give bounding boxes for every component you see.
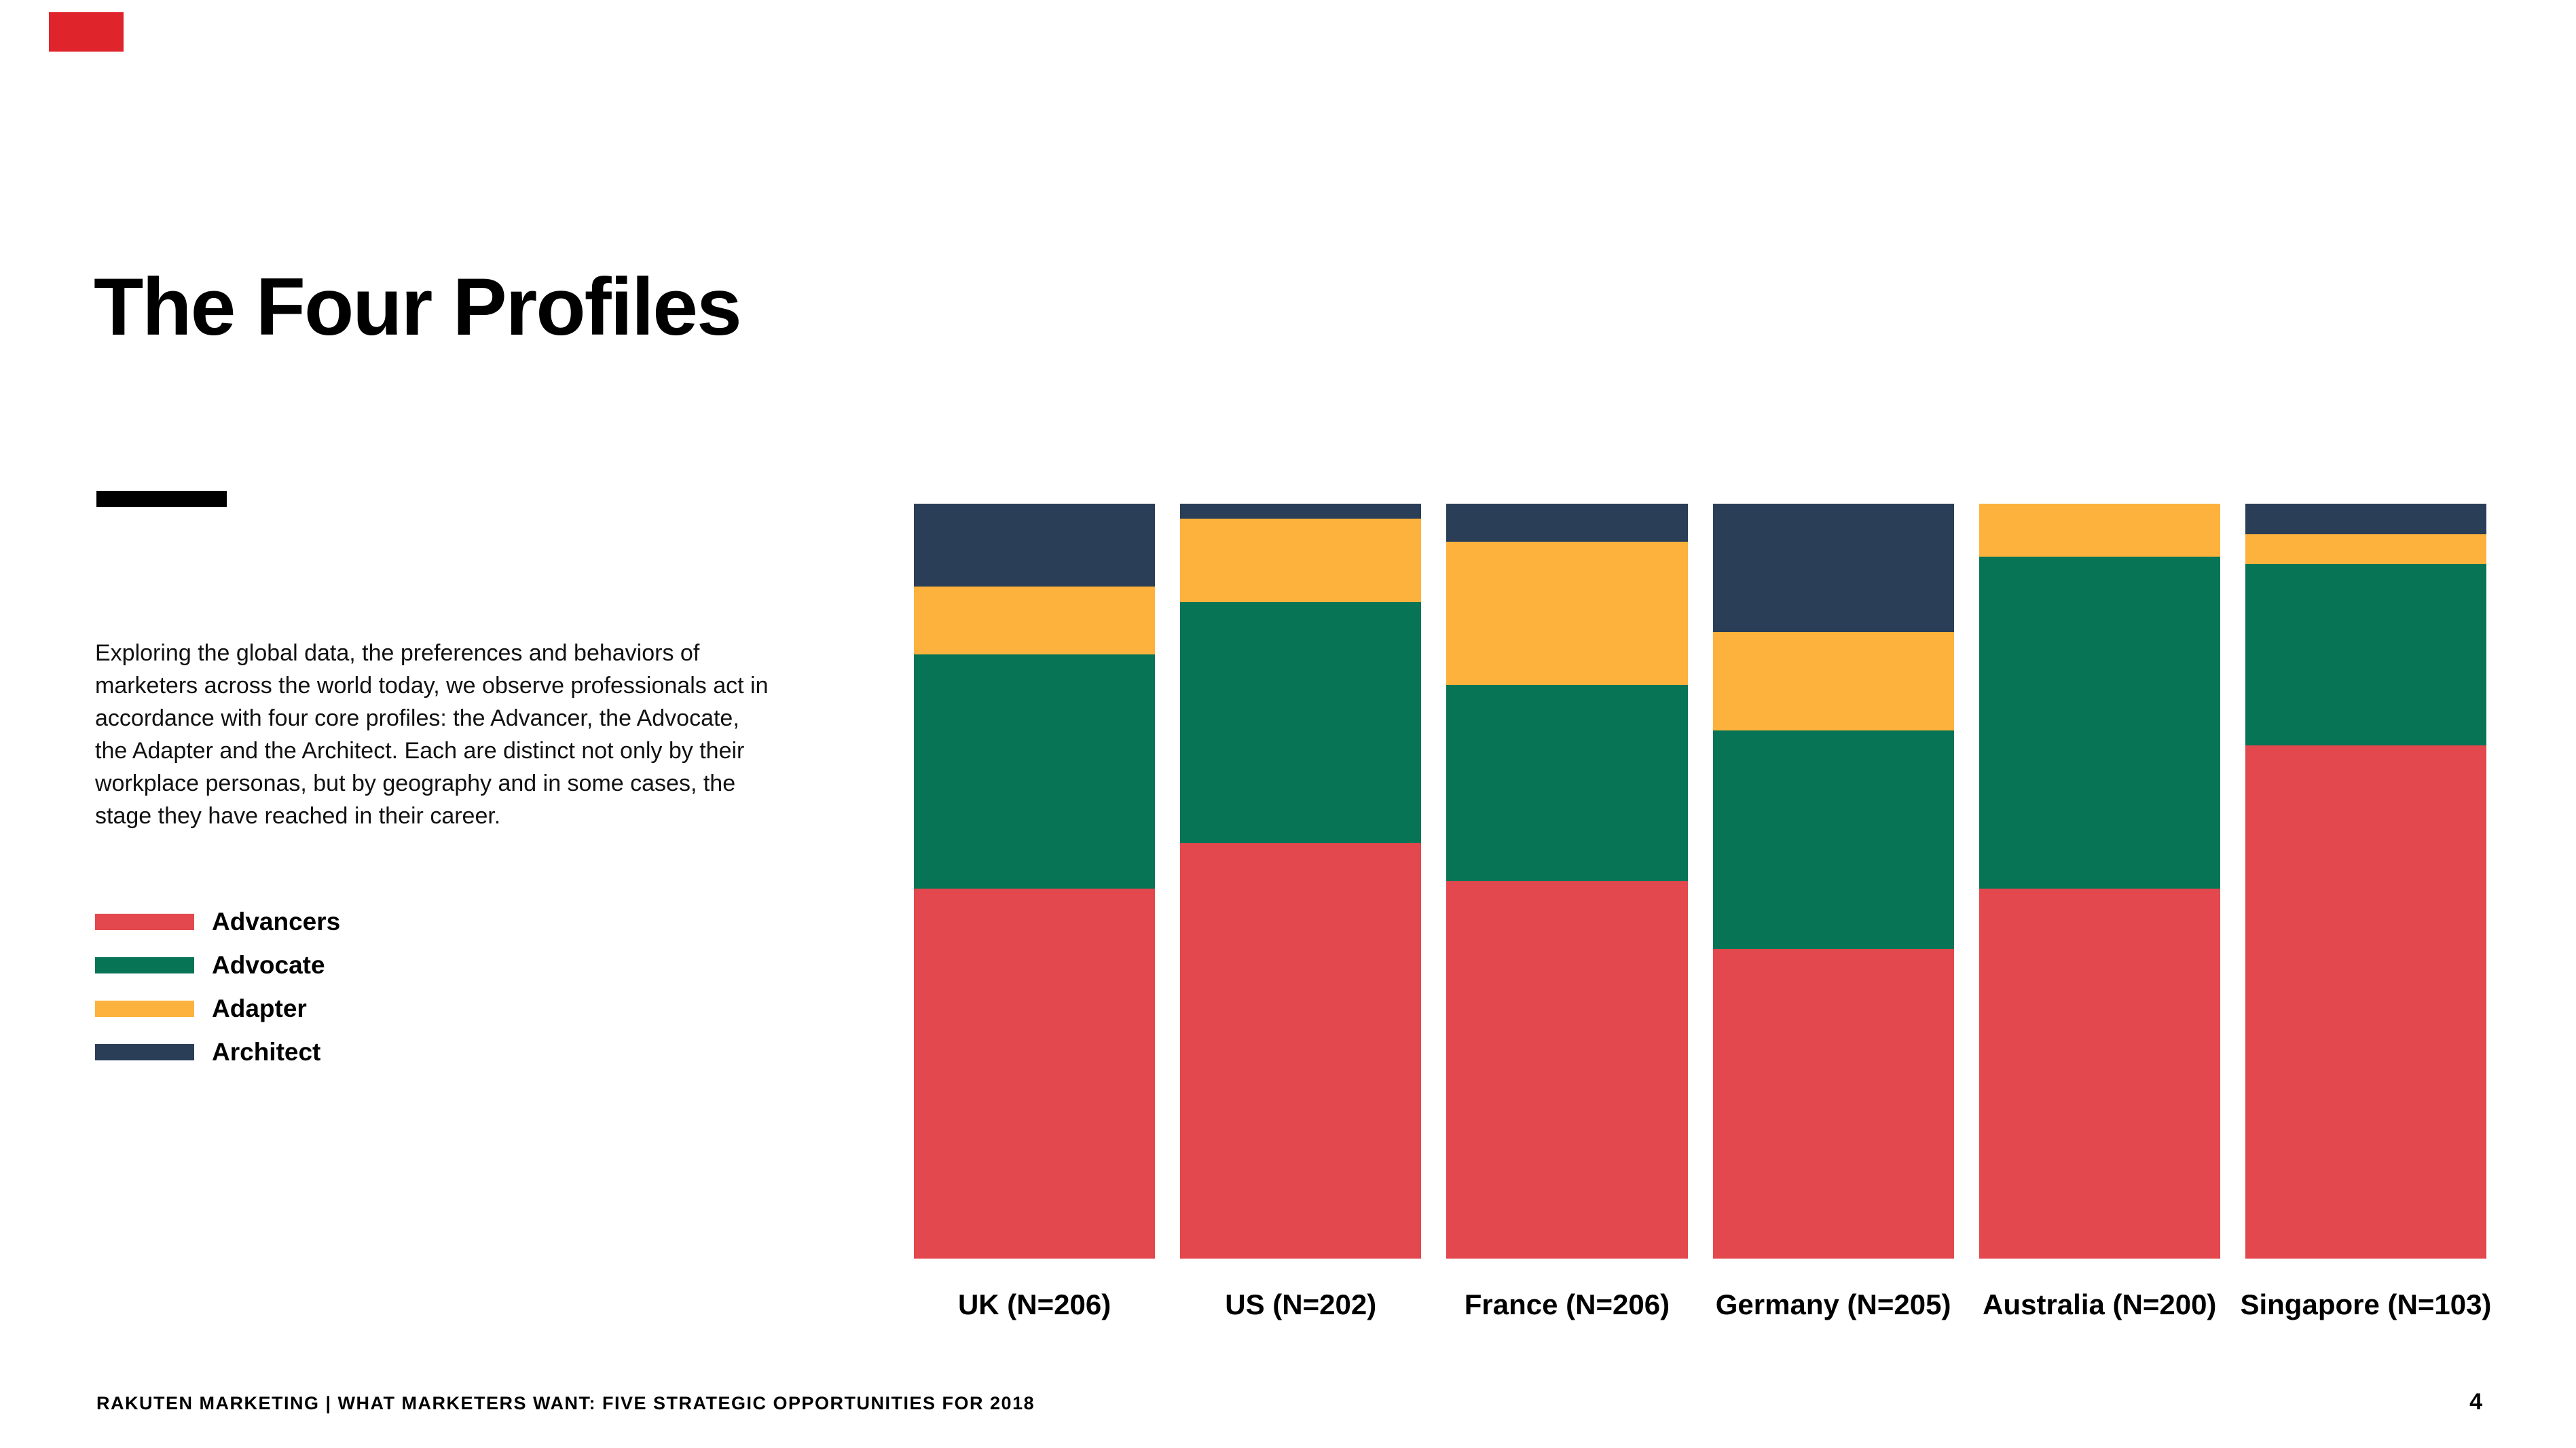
bar-category-label: Singapore (N=103) xyxy=(2240,1288,2492,1320)
bar-segment-adapter xyxy=(1446,541,1688,685)
bar-segment-advocate xyxy=(1712,730,1954,950)
bar-segment-advancers xyxy=(2245,745,2487,1259)
legend-label: Advancers xyxy=(212,908,341,935)
bar-column: US (N=202) xyxy=(1180,504,1422,1386)
bar-segment-architect xyxy=(1180,504,1422,519)
legend-swatch-icon xyxy=(95,1044,194,1060)
bar-category-label: Australia (N=200) xyxy=(1983,1288,2217,1320)
bar-column: Germany (N=205) xyxy=(1712,504,1954,1386)
bar-segment-adapter xyxy=(2245,534,2487,564)
brand-logo-mark xyxy=(49,12,124,52)
bar-category-label: France (N=206) xyxy=(1464,1288,1670,1320)
legend-item-architect: Architect xyxy=(95,1038,340,1066)
bar-segment-adapter xyxy=(914,587,1156,655)
bar-stack xyxy=(914,504,1156,1259)
bar-segment-advocate xyxy=(1979,556,2220,889)
bar-segment-advancers xyxy=(1446,881,1688,1259)
bar-stack xyxy=(1712,504,1954,1259)
legend-item-advocate: Advocate xyxy=(95,951,340,979)
bar-segment-architect xyxy=(2245,504,2487,534)
bar-segment-advocate xyxy=(914,654,1156,889)
bar-segment-architect xyxy=(1712,504,1954,633)
footer-text: RAKUTEN MARKETING | WHAT MARKETERS WANT:… xyxy=(96,1393,1035,1413)
legend-label: Adapter xyxy=(212,995,307,1022)
stacked-bar-chart: UK (N=206) US (N=202) France (N=206) German… xyxy=(914,504,2491,1386)
bar-category-label: UK (N=206) xyxy=(957,1288,1111,1320)
legend-swatch-icon xyxy=(95,957,194,973)
bar-stack xyxy=(1446,504,1688,1259)
bar-column: Australia (N=200) xyxy=(1979,504,2220,1386)
bar-segment-advancers xyxy=(914,889,1156,1259)
bar-segment-architect xyxy=(914,504,1156,587)
legend-swatch-icon xyxy=(95,1001,194,1017)
bar-segment-architect xyxy=(1446,504,1688,542)
legend-label: Advocate xyxy=(212,951,325,979)
bar-segment-advocate xyxy=(2245,563,2487,745)
bar-stack xyxy=(1979,504,2220,1259)
bar-segment-advocate xyxy=(1446,684,1688,881)
legend-item-adapter: Adapter xyxy=(95,995,340,1022)
bar-segment-adapter xyxy=(1979,504,2220,557)
bar-category-label: US (N=202) xyxy=(1225,1288,1377,1320)
bar-stack xyxy=(1180,504,1422,1259)
body-paragraph: Exploring the global data, the preferenc… xyxy=(95,640,769,829)
bar-column: Singapore (N=103) xyxy=(2240,504,2491,1386)
bar-segment-advocate xyxy=(1180,601,1422,844)
bar-column: UK (N=206) xyxy=(914,504,1156,1386)
legend-item-advancers: Advancers xyxy=(95,908,341,935)
legend-label: Architect xyxy=(212,1038,321,1066)
legend-swatch-icon xyxy=(95,914,194,930)
chart-legend: Advancers Advocate Adapter Architect xyxy=(95,908,341,1066)
title-divider xyxy=(96,491,227,507)
bar-segment-adapter xyxy=(1712,632,1954,730)
bar-segment-advancers xyxy=(1180,843,1422,1259)
bar-stack xyxy=(2245,504,2487,1259)
bar-segment-advancers xyxy=(1979,889,2220,1259)
bar-segment-adapter xyxy=(1180,519,1422,602)
page-title: The Four Profiles xyxy=(94,261,742,352)
bar-category-label: Germany (N=205) xyxy=(1715,1288,1951,1320)
bar-column: France (N=206) xyxy=(1446,504,1688,1386)
bar-segment-advancers xyxy=(1712,949,1954,1259)
page-number: 4 xyxy=(2469,1389,2482,1415)
